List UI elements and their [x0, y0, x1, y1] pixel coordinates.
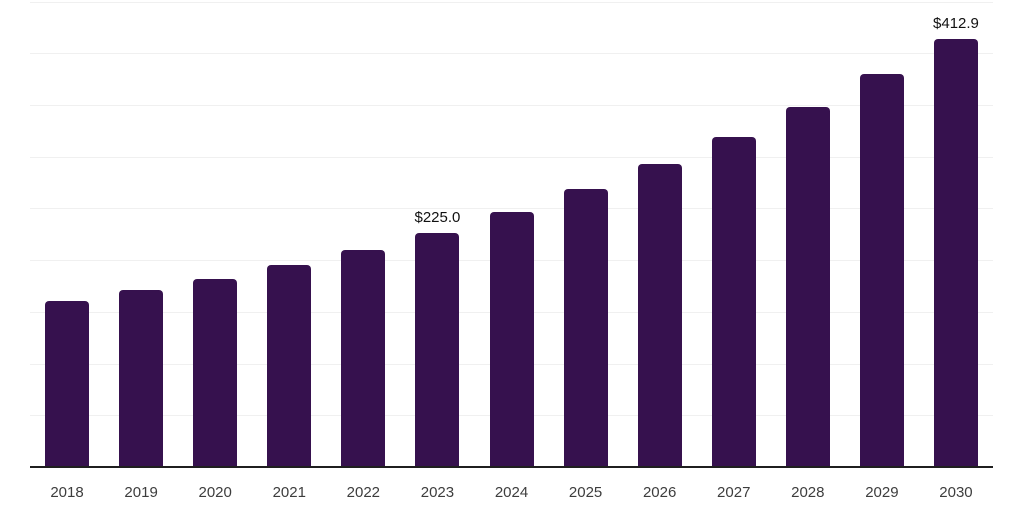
- gridline: [30, 156, 993, 158]
- bar-2023: [415, 233, 460, 466]
- bar-2026: [637, 164, 682, 466]
- plot-area: $225.0 $412.9: [30, 0, 993, 468]
- x-tick-label-2025: 2025: [568, 484, 603, 501]
- bar-slot-2025: [549, 0, 623, 468]
- x-tick-label-2026: 2026: [642, 484, 677, 501]
- gridline: [30, 208, 993, 210]
- x-tick-label-2030: 2030: [939, 484, 973, 501]
- bar-slot-2027: [697, 0, 771, 468]
- x-tick-label-2019: 2019: [124, 484, 158, 501]
- bar-2019: [119, 289, 164, 466]
- bar-slot-2030: $412.9: [919, 0, 993, 468]
- bar-slot-2018: [30, 0, 104, 468]
- bar-2030: [933, 38, 978, 466]
- bar-2018: [45, 301, 90, 466]
- x-tick-label-2023: 2023: [420, 484, 455, 501]
- bar-2022: [341, 249, 386, 466]
- bar-slot-2026: [623, 0, 697, 468]
- bar-2021: [267, 265, 312, 466]
- bar-slot-2023: $225.0: [400, 0, 474, 468]
- bar-2025: [563, 189, 608, 466]
- bar-slot-2024: [474, 0, 548, 468]
- x-tick-label-2024: 2024: [494, 484, 529, 501]
- bars-layer: $225.0 $412.9: [30, 0, 993, 468]
- gridline: [30, 105, 993, 107]
- bar-slot-2022: [326, 0, 400, 468]
- gridline: [30, 1, 993, 3]
- x-tick-label-2022: 2022: [346, 484, 381, 501]
- bar-2027: [711, 136, 756, 466]
- x-axis-tick-labels: 2018 2019 2020 2021 2022 2023 2024 2025 2026 2027…: [30, 468, 993, 512]
- bar-slot-2021: [252, 0, 326, 468]
- bar-slot-2029: [845, 0, 919, 468]
- x-axis-line: [30, 466, 993, 468]
- x-tick-label-2028: 2028: [791, 484, 825, 501]
- gridline: [30, 53, 993, 55]
- bar-2029: [859, 74, 904, 466]
- x-tick-label-2018: 2018: [50, 484, 84, 501]
- bar-2024: [489, 212, 534, 466]
- bar-slot-2020: [178, 0, 252, 468]
- bar-2028: [785, 107, 830, 466]
- data-label-2030: $412.9: [933, 14, 979, 32]
- x-tick-label-2029: 2029: [865, 484, 899, 501]
- bar-slot-2028: [771, 0, 845, 468]
- bar-2020: [193, 278, 238, 466]
- bar-slot-2019: [104, 0, 178, 468]
- x-tick-label-2027: 2027: [717, 484, 751, 501]
- x-tick-label-2021: 2021: [272, 484, 306, 501]
- data-label-2023: $225.0: [414, 209, 461, 227]
- x-tick-label-2020: 2020: [198, 484, 232, 501]
